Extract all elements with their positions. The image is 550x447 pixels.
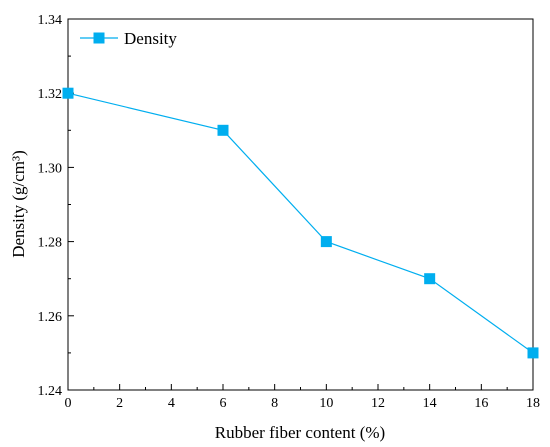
legend-marker-swatch <box>93 32 105 44</box>
series-markers <box>62 87 539 359</box>
y-axis: 1.24 1.26 1.28 1.30 1.32 1.34 <box>38 13 74 399</box>
data-point-marker <box>62 87 74 99</box>
y-tick-label: 1.26 <box>38 310 63 325</box>
data-point-marker <box>217 124 229 136</box>
y-tick-label: 1.34 <box>38 13 63 28</box>
x-tick-label: 16 <box>474 396 488 411</box>
x-tick-label: 12 <box>371 396 385 411</box>
plot-area-frame <box>67 18 534 391</box>
x-tick-label: 4 <box>168 396 175 411</box>
y-tick-label: 1.24 <box>38 384 63 399</box>
x-tick-label: 2 <box>116 396 123 411</box>
data-point-marker <box>424 273 436 285</box>
y-tick-label: 1.30 <box>38 161 63 176</box>
x-tick-label: 0 <box>65 396 72 411</box>
x-axis-title: Rubber fiber content (%) <box>215 423 385 442</box>
data-point-marker <box>320 236 332 248</box>
legend: Density <box>80 29 177 48</box>
series-line-density <box>67 92 534 354</box>
y-tick-label: 1.32 <box>38 87 63 102</box>
legend-label-density: Density <box>124 29 177 48</box>
x-tick-label: 10 <box>319 396 333 411</box>
x-tick-label: 6 <box>220 396 227 411</box>
x-tick-label: 14 <box>423 396 437 411</box>
x-tick-label: 18 <box>526 396 540 411</box>
y-tick-label: 1.28 <box>38 236 63 251</box>
data-point-marker <box>527 347 539 359</box>
y-axis-title: Density (g/cm³) <box>9 150 28 258</box>
x-tick-label: 8 <box>271 396 278 411</box>
x-axis: 0 2 4 6 8 10 12 14 16 18 <box>65 384 540 411</box>
